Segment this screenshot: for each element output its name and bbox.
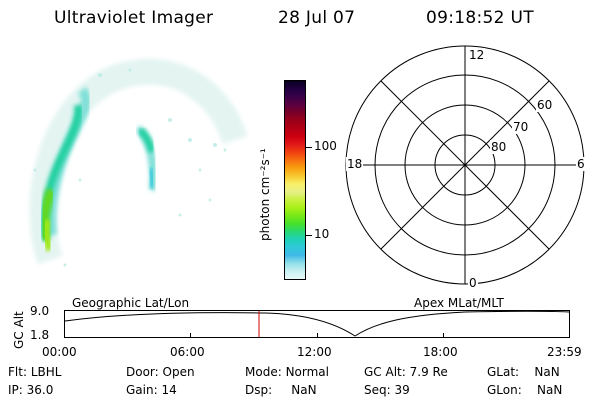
colorbar-tick-10 (306, 235, 312, 236)
polar-label-6: 6 (576, 157, 586, 171)
tick-0600 (190, 333, 191, 338)
colorbar-tick-label-10: 10 (314, 227, 330, 241)
time-tick-label: 06:00 (170, 345, 205, 359)
geo-coord-label: Geographic Lat/Lon (72, 296, 190, 310)
info-ip: IP: 36.0 (8, 383, 54, 397)
info-gc-alt: GC Alt: 7.9 Re (364, 365, 448, 379)
time-tick-label: 18:00 (423, 345, 458, 359)
time-tick-label: 00:00 (42, 345, 77, 359)
instrument-title: Ultraviolet Imager (54, 8, 214, 28)
apex-coord-label: Apex MLat/MLT (414, 296, 504, 310)
colorbar (284, 80, 306, 280)
polar-ring-label-70: 70 (512, 120, 530, 134)
info-mode: Mode: Normal (245, 365, 329, 379)
info-door: Door: Open (126, 365, 195, 379)
tick-1800 (443, 333, 444, 338)
polar-ring-label-60: 60 (536, 98, 554, 112)
colorbar-label: photon cm⁻²s⁻¹ (258, 148, 272, 241)
altitude-curve (65, 311, 569, 337)
info-gain: Gain: 14 (126, 383, 177, 397)
info-dsp: Dsp: NaN (245, 383, 317, 397)
timeline-axis-title: GC Alt (12, 311, 26, 349)
timeline-ymax: 9.0 (30, 304, 50, 318)
timeline-ymin: 1.8 (30, 328, 50, 342)
polar-label-18: 18 (346, 157, 364, 171)
date-label: 28 Jul 07 (278, 8, 356, 28)
colorbar-tick-label-100: 100 (314, 139, 337, 153)
polar-label-0: 0 (468, 276, 478, 290)
time-tick-label: 23:59 (547, 345, 582, 359)
time-tick-label: 12:00 (297, 345, 332, 359)
info-seq: Seq: 39 (364, 383, 410, 397)
tick-1200 (317, 333, 318, 338)
info-filter: Flt: LBHL (8, 365, 62, 379)
polar-label-12: 12 (468, 48, 486, 62)
colorbar-tick-100 (306, 147, 312, 148)
polar-ring-label-80: 80 (490, 140, 508, 154)
polar-line-diag2 (380, 80, 550, 250)
info-glat: GLat: NaN (487, 365, 560, 379)
time-label: 09:18:52 UT (426, 8, 534, 28)
info-glon: GLon: NaN (487, 383, 563, 397)
auroral-image (29, 58, 248, 267)
polar-grid (345, 45, 585, 285)
